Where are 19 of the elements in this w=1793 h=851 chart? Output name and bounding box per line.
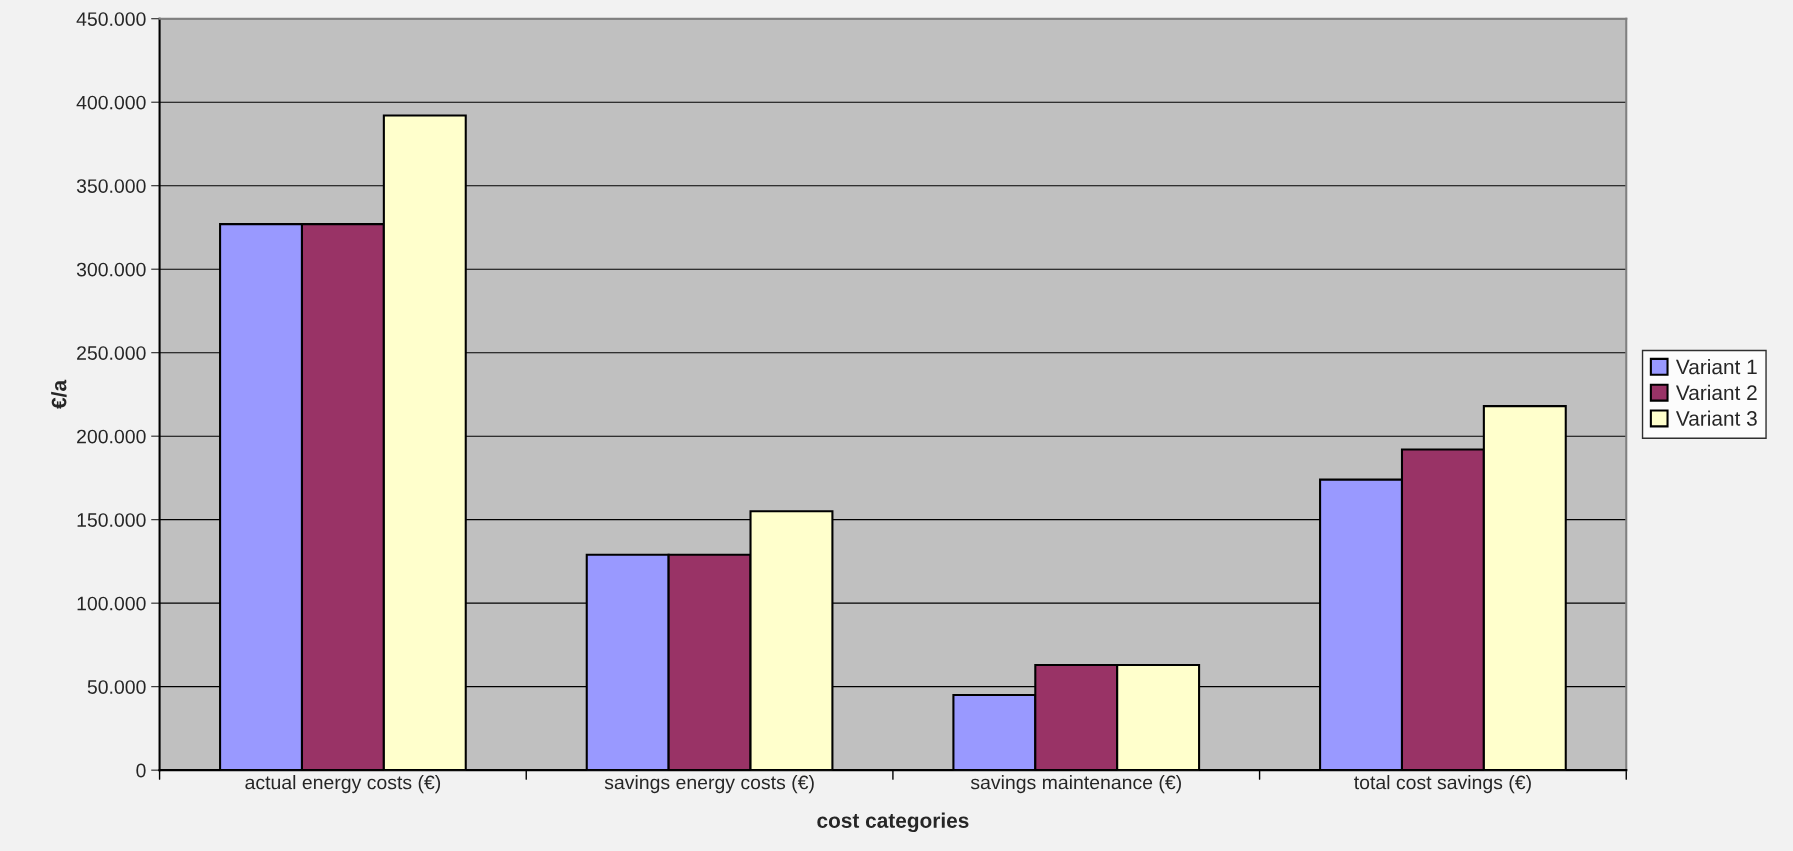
y-tick-label: 0 (136, 763, 146, 778)
x-tick-label: actual energy costs (€) (245, 775, 441, 794)
y-tick-label: 200.000 (77, 429, 146, 444)
y-tick-label: 50.000 (87, 680, 146, 694)
x-axis-title: cost categories (817, 812, 969, 833)
y-tick-label: 150.000 (77, 513, 146, 527)
y-tick-label: 400.000 (76, 95, 146, 110)
y-tick-label: 250.000 (77, 346, 146, 360)
x-tick-label: savings energy costs (€) (604, 775, 814, 794)
x-tick-label: savings maintenance (€) (970, 775, 1181, 794)
x-tick-label: total cost savings (€) (1354, 775, 1531, 794)
legend-label: Variant 1 (1675, 359, 1757, 375)
y-tick-label: 100.000 (77, 596, 146, 611)
y-axis-title: €/a (51, 379, 67, 409)
y-tick-label: 300.000 (76, 262, 146, 277)
legend-label: Variant 2 (1675, 384, 1757, 401)
y-tick-label: 450.000 (76, 12, 146, 26)
legend-label: Variant 3 (1675, 410, 1757, 426)
y-tick-label: 350.000 (76, 179, 146, 193)
